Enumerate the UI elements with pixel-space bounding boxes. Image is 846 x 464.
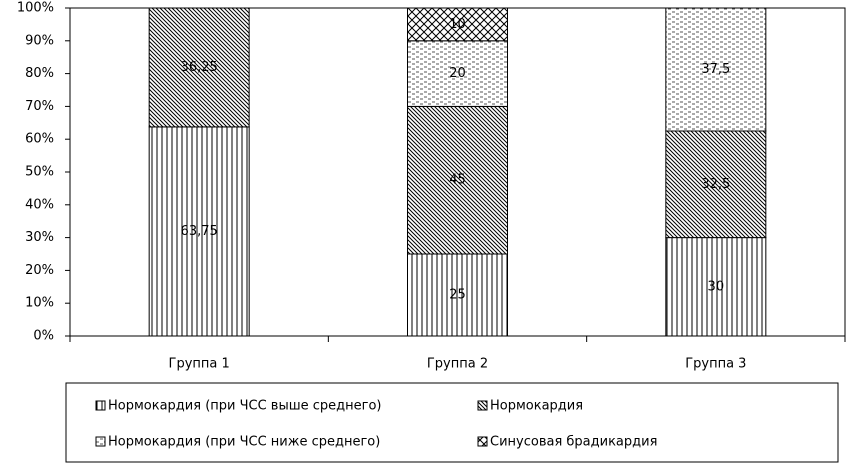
legend-label: Нормокардия (490, 399, 583, 414)
legend-swatch (477, 436, 488, 447)
y-tick-label: 30% (25, 230, 54, 245)
value-label: 10 (449, 17, 466, 32)
value-label: 36,25 (181, 60, 218, 75)
legend-label: Нормокардия (при ЧСС выше среднего) (108, 399, 382, 414)
y-tick-label: 40% (25, 197, 54, 212)
y-tick-label: 50% (25, 165, 54, 180)
bar-segment (665, 7, 767, 132)
y-tick-label: 20% (25, 263, 54, 278)
x-tick-label: Группа 1 (169, 357, 230, 372)
legend-label: Нормокардия (при ЧСС ниже среднего) (108, 435, 380, 450)
y-tick-label: 60% (25, 132, 54, 147)
legend-label: Синусовая брадикардия (490, 435, 657, 450)
value-label: 20 (449, 66, 466, 81)
value-label: 30 (708, 279, 725, 294)
value-label: 32,5 (701, 177, 730, 192)
bar-segment (407, 7, 508, 42)
bar-segment (148, 126, 250, 337)
bar-segment (407, 40, 508, 107)
y-tick-label: 90% (25, 33, 54, 48)
x-tick-label: Группа 2 (427, 357, 488, 372)
value-label: 45 (449, 173, 466, 188)
value-label: 37,5 (701, 62, 730, 77)
value-label: 25 (449, 288, 466, 303)
legend-swatch (477, 400, 488, 411)
y-tick-label: 70% (25, 99, 54, 114)
y-tick-label: 10% (25, 296, 54, 311)
y-tick-label: 0% (33, 329, 54, 344)
legend-swatch (95, 400, 106, 411)
bar-segment (148, 7, 250, 128)
legend-swatch (95, 436, 106, 447)
value-label: 63,75 (181, 224, 218, 239)
y-tick-label: 80% (25, 66, 54, 81)
bar-segment (407, 105, 508, 255)
bar-segment (665, 237, 767, 337)
x-tick-label: Группа 3 (685, 357, 746, 372)
legend-box (65, 382, 839, 463)
y-tick-label: 100% (17, 1, 54, 16)
